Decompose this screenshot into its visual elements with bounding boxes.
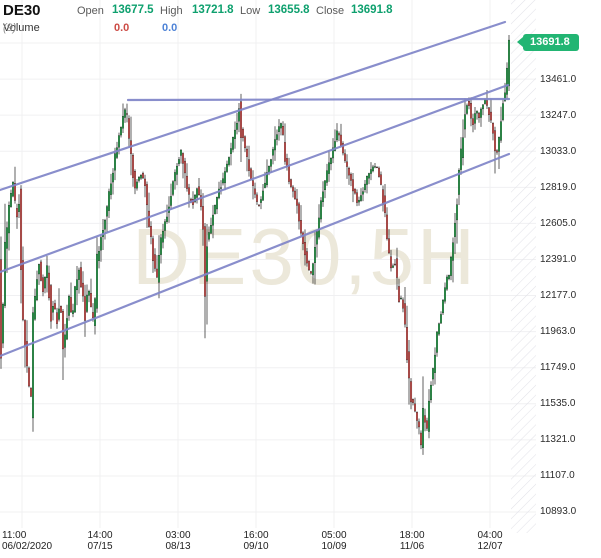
future-area-hatch [511,0,536,533]
price-tick-label: 11535.0 [540,398,576,410]
time-tick-label: 18:00 11/06 [399,530,425,552]
trendline-lower-channel[interactable] [0,152,511,358]
trendline-upper-channel[interactable] [0,20,507,192]
last-price-badge: 13691.8 [517,34,579,51]
time-tick-label: 11:00 06/02/2020 [2,530,53,552]
price-tick-label: 13247.0 [540,109,577,121]
price-tick-label: 11749.0 [540,362,576,374]
time-tick-label: 05:00 10/09 [321,530,347,552]
grid-lines [0,0,536,528]
trendline-middle-channel[interactable] [0,83,510,274]
price-tick-label: 12819.0 [540,181,577,193]
price-tick-label: 12391.0 [540,253,577,265]
badge-arrow-icon [517,37,523,47]
price-tick-label: 12177.0 [540,289,577,301]
price-tick-label: 13461.0 [540,73,577,85]
time-tick-label: 14:00 07/15 [87,530,113,552]
time-tick-label: 03:00 08/13 [165,530,191,552]
trendlines [0,20,511,358]
symbol-watermark: DE30,5H [132,212,478,301]
time-axis[interactable]: 11:00 06/02/2020 14:00 07/15 03:00 08/13 16:00… [0,530,601,557]
price-tick-label: 11963.0 [540,326,576,338]
trendline-resistance-horizontal[interactable] [126,97,511,102]
time-tick-label: 16:00 09/10 [243,530,269,552]
price-tick-label: 10893.0 [540,506,577,518]
price-tick-label: 11321.0 [540,434,576,446]
price-axis[interactable]: 13461.0 13247.0 13033.0 12819.0 12605.0 12391… [540,0,600,528]
price-tick-label: 11107.0 [540,470,575,482]
time-tick-label: 04:00 12/07 [477,530,503,552]
price-tick-label: 13033.0 [540,145,577,157]
price-tick-label: 12605.0 [540,217,577,229]
